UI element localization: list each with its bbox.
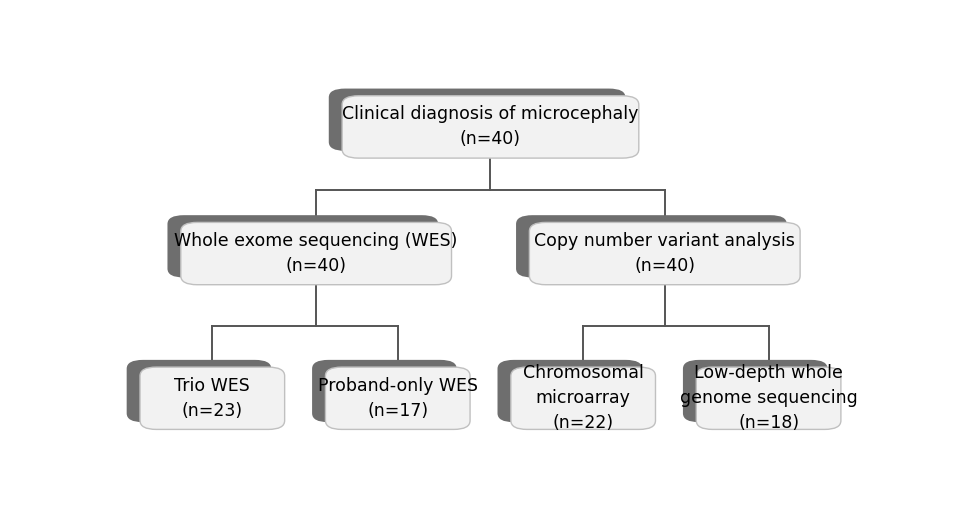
FancyBboxPatch shape: [343, 96, 639, 158]
FancyBboxPatch shape: [325, 367, 470, 430]
Text: Low-depth whole
genome sequencing
(n=18): Low-depth whole genome sequencing (n=18): [679, 364, 857, 432]
Text: Clinical diagnosis of microcephaly
(n=40): Clinical diagnosis of microcephaly (n=40…: [343, 105, 638, 148]
FancyBboxPatch shape: [329, 89, 626, 151]
Text: Proband-only WES
(n=17): Proband-only WES (n=17): [318, 377, 478, 420]
FancyBboxPatch shape: [126, 360, 271, 422]
Text: Whole exome sequencing (WES)
(n=40): Whole exome sequencing (WES) (n=40): [174, 232, 457, 275]
Text: Copy number variant analysis
(n=40): Copy number variant analysis (n=40): [534, 232, 795, 275]
FancyBboxPatch shape: [683, 360, 828, 422]
FancyBboxPatch shape: [516, 215, 787, 278]
Text: Chromosomal
microarray
(n=22): Chromosomal microarray (n=22): [523, 364, 644, 432]
FancyBboxPatch shape: [697, 367, 841, 430]
FancyBboxPatch shape: [140, 367, 284, 430]
FancyBboxPatch shape: [498, 360, 642, 422]
FancyBboxPatch shape: [529, 222, 800, 284]
Text: Trio WES
(n=23): Trio WES (n=23): [174, 377, 250, 420]
FancyBboxPatch shape: [312, 360, 456, 422]
FancyBboxPatch shape: [511, 367, 656, 430]
FancyBboxPatch shape: [181, 222, 452, 284]
FancyBboxPatch shape: [167, 215, 438, 278]
